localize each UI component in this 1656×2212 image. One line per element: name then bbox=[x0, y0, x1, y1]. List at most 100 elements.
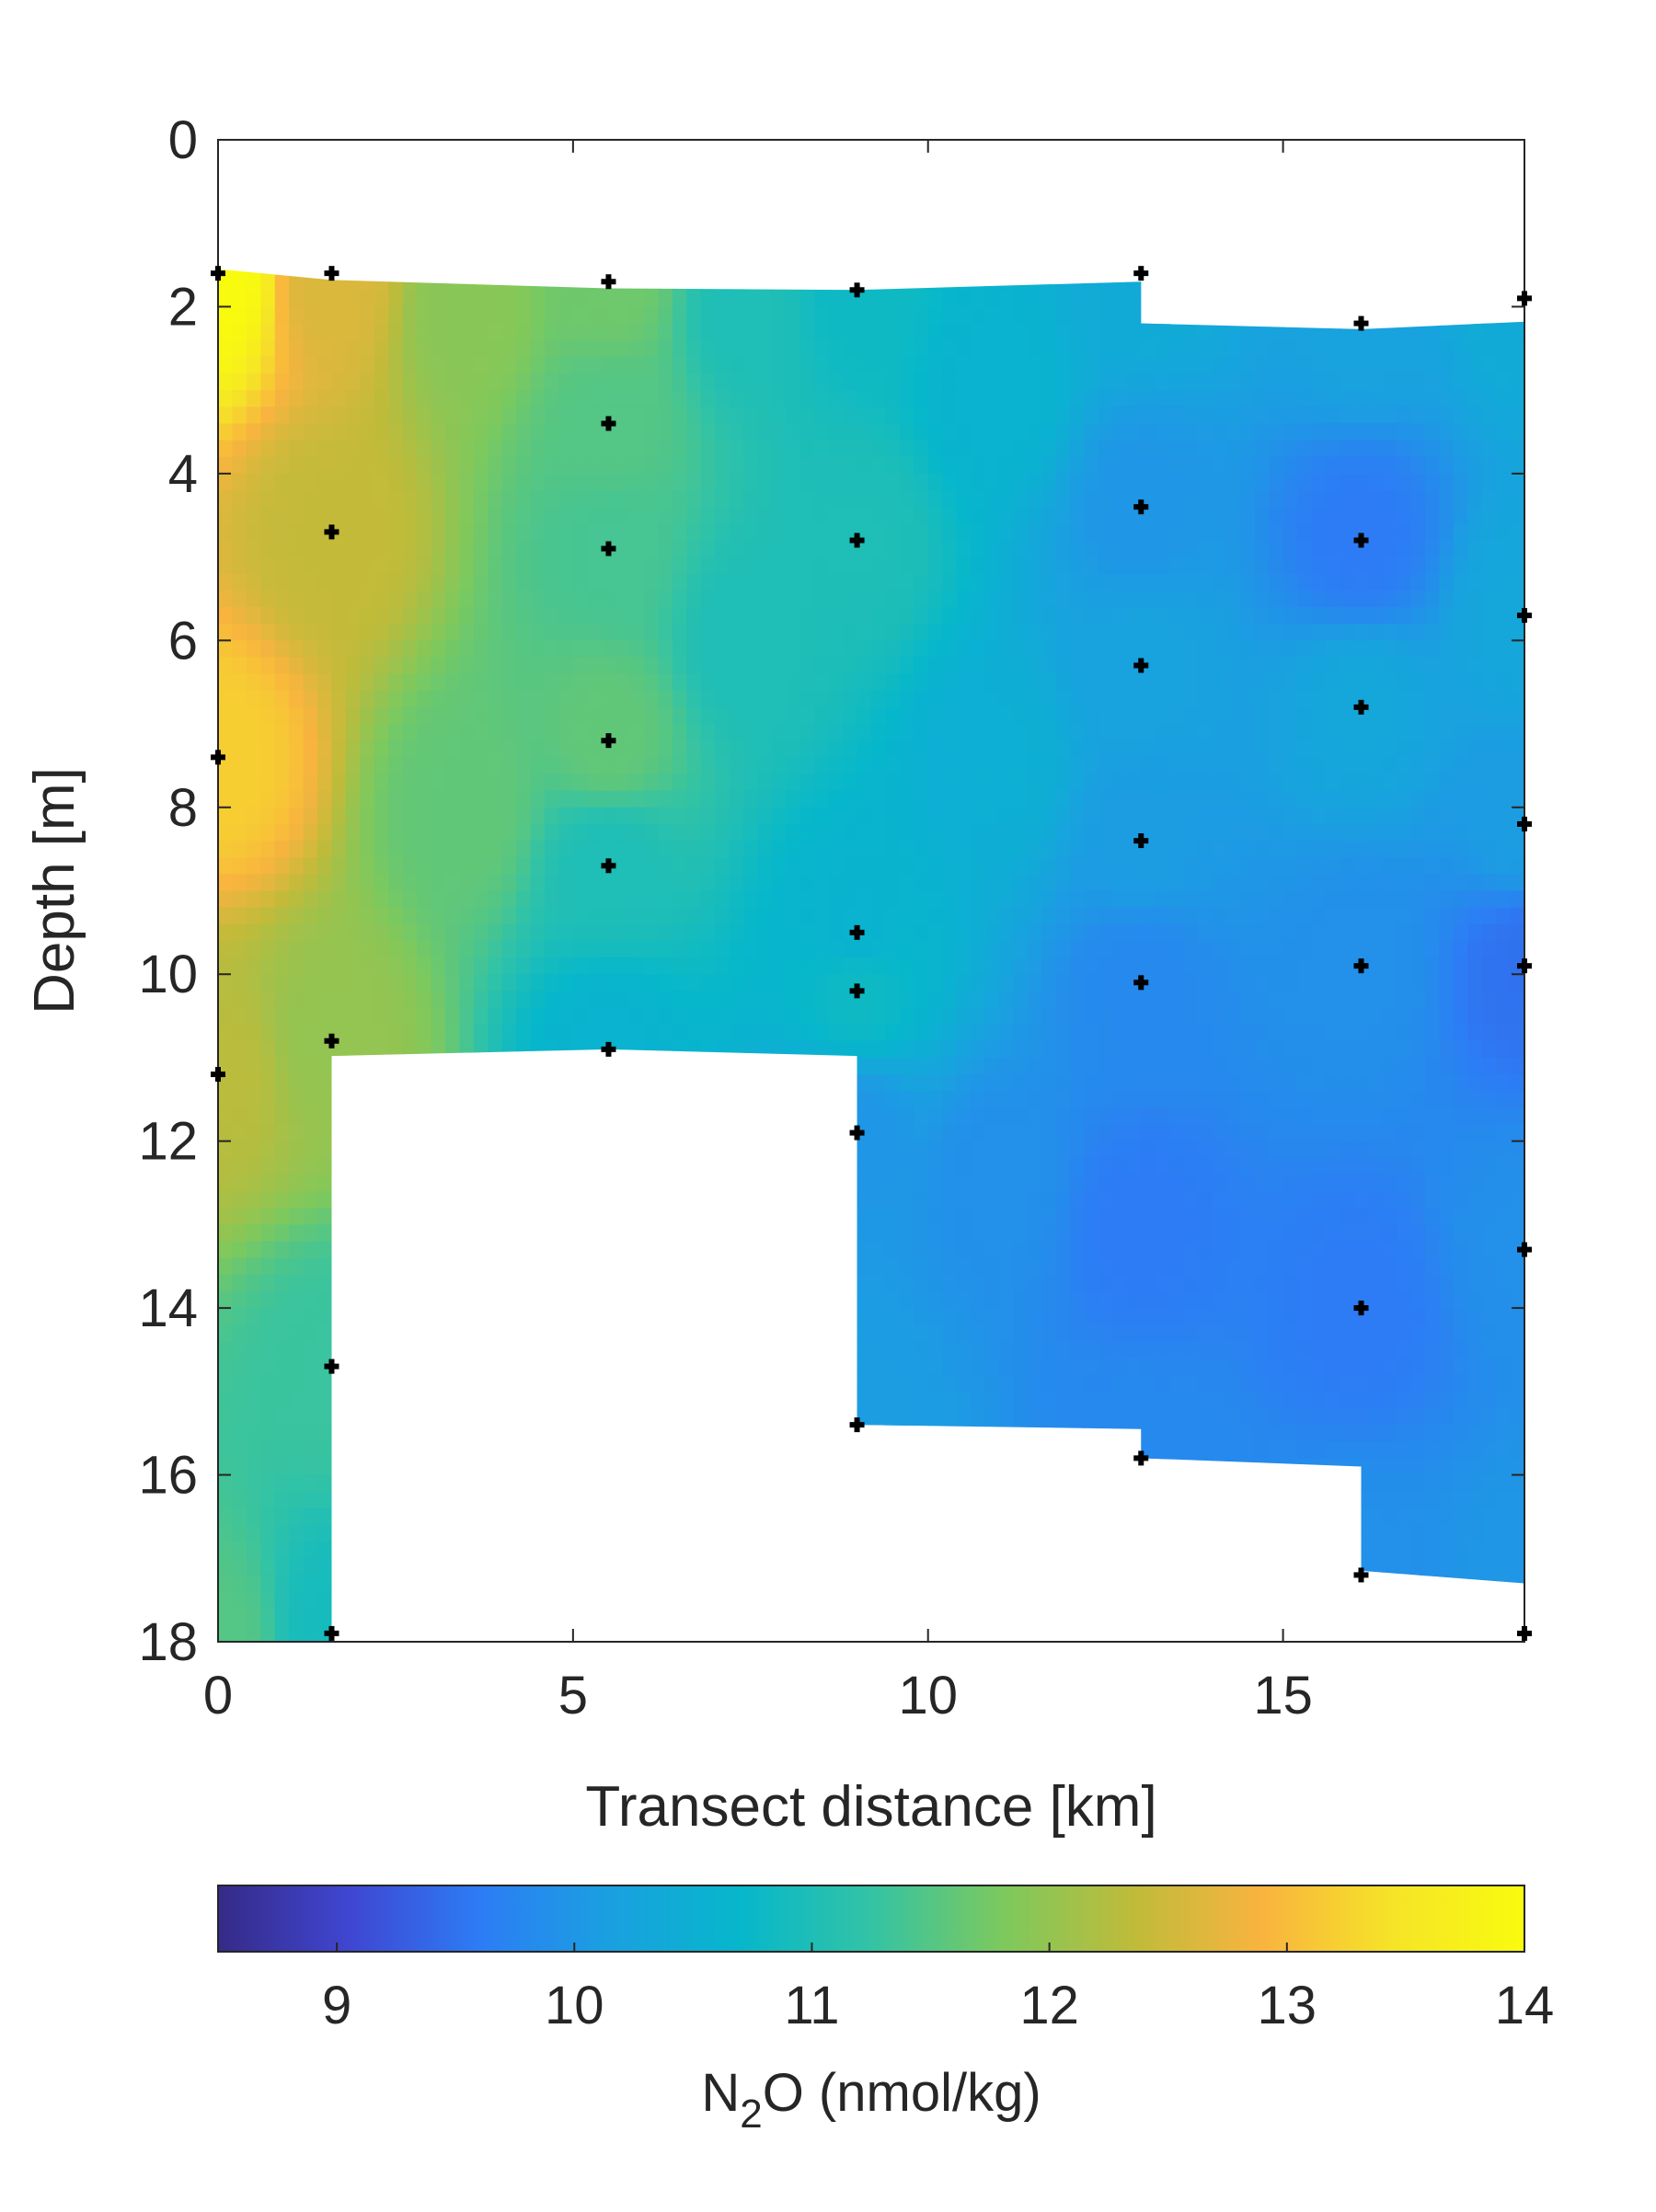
heatmap-cell bbox=[914, 240, 928, 258]
heatmap-cell bbox=[730, 857, 744, 875]
heatmap-cell bbox=[871, 1475, 886, 1493]
heatmap-cell bbox=[673, 557, 687, 575]
heatmap-cell bbox=[871, 1291, 886, 1309]
heatmap-cell bbox=[971, 1425, 985, 1442]
heatmap-cell bbox=[843, 1107, 857, 1125]
heatmap-cell bbox=[772, 1458, 787, 1475]
heatmap-cell bbox=[488, 841, 502, 858]
heatmap-cell bbox=[885, 1324, 900, 1342]
heatmap-cell bbox=[388, 1625, 403, 1643]
heatmap-cell bbox=[800, 423, 815, 441]
heatmap-cell bbox=[247, 1441, 261, 1459]
heatmap-cell bbox=[360, 207, 374, 224]
heatmap-cell bbox=[971, 1058, 985, 1075]
heatmap-cell bbox=[417, 1291, 431, 1309]
heatmap-cell bbox=[304, 874, 318, 891]
heatmap-cell bbox=[558, 373, 573, 391]
heatmap-cell bbox=[715, 357, 730, 374]
heatmap-cell bbox=[331, 1425, 346, 1442]
heatmap-cell bbox=[602, 1107, 616, 1125]
heatmap-cell bbox=[743, 1575, 758, 1592]
heatmap-cell bbox=[630, 1074, 645, 1092]
heatmap-cell bbox=[914, 1025, 928, 1042]
heatmap-cell bbox=[673, 1191, 687, 1209]
heatmap-cell bbox=[232, 841, 247, 858]
heatmap-cell bbox=[758, 441, 773, 458]
heatmap-cell bbox=[417, 774, 431, 791]
heatmap-cell bbox=[260, 1441, 275, 1459]
heatmap-cell bbox=[900, 691, 914, 708]
heatmap-cell bbox=[829, 1008, 844, 1026]
heatmap-cell bbox=[701, 324, 716, 341]
heatmap-cell bbox=[743, 240, 758, 258]
heatmap-cell bbox=[658, 1242, 673, 1259]
heatmap-cell bbox=[686, 540, 701, 557]
heatmap-cell bbox=[431, 1107, 446, 1125]
heatmap-cell bbox=[984, 974, 999, 991]
heatmap-cell bbox=[260, 140, 275, 157]
heatmap-cell bbox=[900, 540, 914, 557]
heatmap-cell bbox=[829, 441, 844, 458]
heatmap-cell bbox=[758, 624, 773, 641]
heatmap-cell bbox=[602, 290, 616, 307]
heatmap-cell bbox=[984, 1408, 999, 1426]
heatmap-cell bbox=[488, 1208, 502, 1225]
heatmap-cell bbox=[403, 1458, 418, 1475]
heatmap-cell bbox=[218, 390, 233, 407]
heatmap-cell bbox=[686, 908, 701, 925]
heatmap-cell bbox=[545, 223, 559, 241]
heatmap-cell bbox=[999, 340, 1014, 358]
heatmap-cell bbox=[829, 1041, 844, 1059]
heatmap-cell bbox=[516, 290, 531, 307]
heatmap-cell bbox=[701, 1475, 716, 1493]
heatmap-cell bbox=[289, 1375, 304, 1393]
heatmap-cell bbox=[772, 1308, 787, 1325]
heatmap-cell bbox=[289, 774, 304, 791]
heatmap-cell bbox=[516, 974, 531, 991]
heatmap-cell bbox=[673, 1609, 687, 1626]
heatmap-cell bbox=[615, 691, 630, 708]
heatmap-cell bbox=[304, 574, 318, 591]
heatmap-cell bbox=[502, 507, 517, 524]
heatmap-cell bbox=[346, 1125, 361, 1142]
heatmap-cell bbox=[971, 1091, 985, 1108]
heatmap-cell bbox=[758, 1558, 773, 1576]
heatmap-cell bbox=[247, 590, 261, 608]
heatmap-cell bbox=[388, 974, 403, 991]
heatmap-cell bbox=[984, 574, 999, 591]
heatmap-cell bbox=[701, 474, 716, 491]
heatmap-cell bbox=[730, 1324, 744, 1342]
heatmap-cell bbox=[772, 1392, 787, 1409]
heatmap-cell bbox=[360, 357, 374, 374]
heatmap-cell bbox=[984, 1625, 999, 1643]
heatmap-cell bbox=[260, 207, 275, 224]
heatmap-cell bbox=[658, 290, 673, 307]
heatmap-cell bbox=[984, 808, 999, 825]
heatmap-cell bbox=[388, 557, 403, 575]
heatmap-cell bbox=[232, 974, 247, 991]
heatmap-cell bbox=[942, 324, 957, 341]
heatmap-cell bbox=[644, 423, 659, 441]
heatmap-cell bbox=[658, 1058, 673, 1075]
heatmap-cell bbox=[374, 1125, 389, 1142]
heatmap-cell bbox=[502, 357, 517, 374]
heatmap-cell bbox=[573, 1408, 588, 1426]
heatmap-cell bbox=[871, 223, 886, 241]
heatmap-cell bbox=[829, 808, 844, 825]
heatmap-cell bbox=[814, 140, 829, 157]
heatmap-cell bbox=[829, 306, 844, 324]
heatmap-cell bbox=[516, 740, 531, 758]
heatmap-cell bbox=[275, 1191, 290, 1209]
heatmap-cell bbox=[374, 1242, 389, 1259]
heatmap-cell bbox=[388, 1175, 403, 1192]
heatmap-cell bbox=[304, 857, 318, 875]
heatmap-cell bbox=[658, 974, 673, 991]
heatmap-cell bbox=[374, 657, 389, 674]
heatmap-cell bbox=[914, 1458, 928, 1475]
heatmap-cell bbox=[743, 691, 758, 708]
heatmap-cell bbox=[800, 507, 815, 524]
heatmap-cell bbox=[984, 1558, 999, 1576]
heatmap-cell bbox=[885, 1625, 900, 1643]
heatmap-cell bbox=[247, 691, 261, 708]
heatmap-cell bbox=[374, 1175, 389, 1192]
